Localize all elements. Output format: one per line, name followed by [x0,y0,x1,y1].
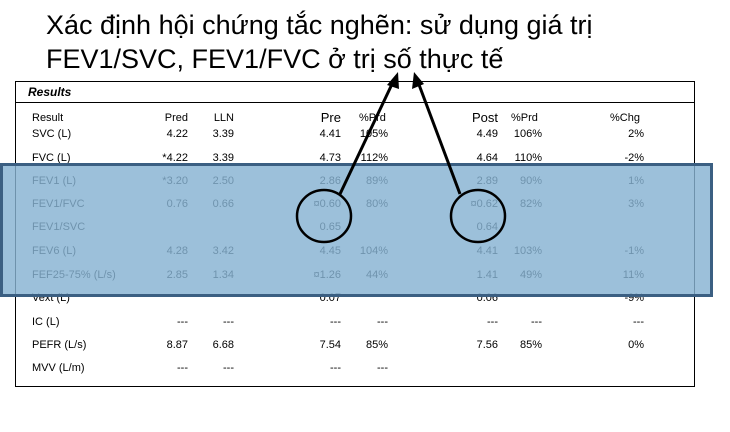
post-prd-value: 110% [514,152,542,164]
pre-value: --- [330,316,341,328]
post-value: 4.49 [476,128,498,140]
lln-value: 3.39 [212,152,234,164]
lln-value: --- [223,316,234,328]
pre-prd-value: --- [377,362,388,374]
pred-value: --- [177,316,188,328]
pred-value: 4.22 [166,128,188,140]
chg-value: -2% [624,152,644,164]
chg-value: 0% [628,339,644,351]
pre-prd-value: 85% [365,339,388,351]
col-header-pre-prd: %Prd [359,112,386,124]
post-value: --- [487,316,498,328]
lln-value: 6.68 [212,339,234,351]
results-divider [16,102,694,103]
post-pointer-arrow [416,81,462,195]
col-header-chg: %Chg [610,112,640,124]
title-line-1: Xác định hội chứng tắc nghẽn: sử dụng gi… [46,10,593,40]
lln-value: 3.39 [212,128,234,140]
col-header-lln: LLN [213,112,234,124]
pre-arrowhead [387,72,399,89]
post-prd-value: --- [531,316,542,328]
post-arrowhead [412,72,424,89]
row-label: IC (L) [32,316,60,328]
pre-value: --- [330,362,341,374]
pre-ratio-circle [295,188,353,244]
post-ratio-circle [449,188,507,244]
chg-value: --- [633,316,644,328]
slide-title: Xác định hội chứng tắc nghẽn: sử dụng gi… [46,8,716,76]
col-header-result: Result [32,112,64,124]
row-label: SVC (L) [32,128,72,140]
results-section-label: Results [28,85,72,99]
post-prd-value: 85% [519,339,542,351]
chg-value: 2% [628,128,644,140]
pre-value: 4.73 [319,152,341,164]
lln-value: --- [223,362,234,374]
pred-value: 8.87 [166,339,188,351]
pre-pointer-arrow [338,81,395,195]
title-line-2: FEV1/SVC, FEV1/FVC ở trị số thực tế [46,44,504,74]
col-header-pred: Pred [164,112,188,124]
post-value: 4.64 [476,152,498,164]
col-header-post-prd: %Prd [511,112,538,124]
col-header-pre: Pre [320,110,341,125]
pre-prd-value: 112% [360,152,388,164]
row-label: FVC (L) [32,152,71,164]
row-label: PEFR (L/s) [32,339,87,351]
pre-value: 7.54 [319,339,341,351]
pre-value: 4.41 [319,128,341,140]
highlight-overlay [0,163,713,297]
pred-value: --- [177,362,188,374]
pred-value: *4.22 [162,152,188,164]
post-value: 7.56 [476,339,498,351]
row-label: MVV (L/m) [32,362,85,374]
pre-prd-value: --- [377,316,388,328]
col-header-post: Post [471,110,498,125]
post-prd-value: 106% [513,128,542,140]
